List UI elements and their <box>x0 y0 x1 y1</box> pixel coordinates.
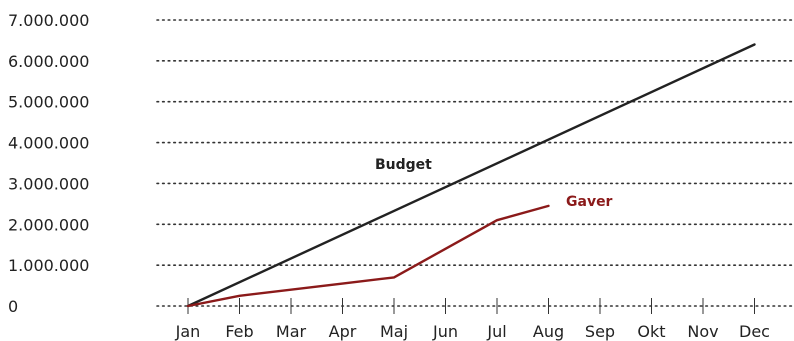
x-tick-label: Maj <box>380 322 408 341</box>
x-tick-label: Jul <box>486 322 506 341</box>
series-lines <box>186 43 756 308</box>
y-tick-label: 3.000.000 <box>8 174 89 193</box>
x-tick-label: Okt <box>637 322 665 341</box>
y-tick-label: 7.000.000 <box>8 11 89 30</box>
y-tick-label: 6.000.000 <box>8 52 89 71</box>
x-tick-label: Mar <box>276 322 307 341</box>
x-tick-label: Jan <box>175 322 201 341</box>
y-tick-label: 4.000.000 <box>8 134 89 153</box>
x-tick-label: Dec <box>739 322 770 341</box>
x-axis-ticks: Jan Feb Mar Apr Maj Jun Jul Aug Sep Okt Nov Dec <box>175 298 770 341</box>
y-axis-ticks: 0 1.000.000 2.000.000 3.000.000 4.000.000 5.0… <box>8 11 89 316</box>
x-tick-label: Feb <box>225 322 253 341</box>
x-tick-label: Apr <box>329 322 357 341</box>
series-label-gaver: Gaver <box>566 194 613 210</box>
series-label-budget: Budget <box>375 157 432 173</box>
series-line-budget <box>186 43 756 308</box>
x-tick-label: Nov <box>687 322 718 341</box>
series-labels: Budget Gaver <box>375 157 613 210</box>
y-tick-label: 5.000.000 <box>8 93 89 112</box>
x-tick-label: Sep <box>585 322 615 341</box>
y-tick-label: 1.000.000 <box>8 256 89 275</box>
series-line-gaver <box>186 204 550 308</box>
x-tick-label: Jun <box>432 322 458 341</box>
x-tick-label: Aug <box>533 322 564 341</box>
gridlines <box>156 19 793 307</box>
y-tick-label: 0 <box>8 297 18 316</box>
y-tick-label: 2.000.000 <box>8 215 89 234</box>
